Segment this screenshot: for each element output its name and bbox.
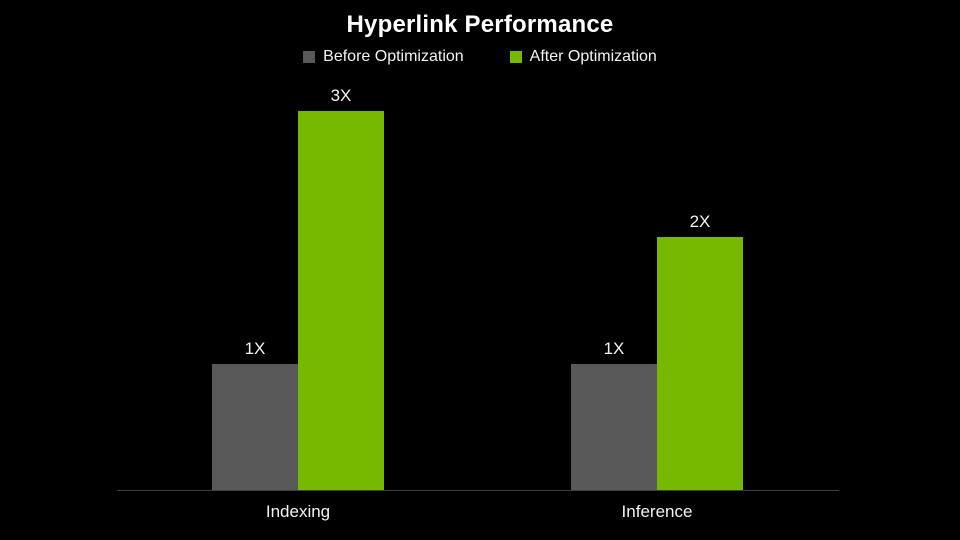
- x-axis-line: [117, 490, 839, 491]
- bar-inference-before: [571, 364, 657, 490]
- value-label-indexing-after: 3X: [330, 86, 352, 106]
- plot-area: 1X 3X 1X 2X Indexing Inference: [117, 87, 839, 521]
- value-label-inference-before: 1X: [603, 339, 625, 359]
- value-label-indexing-before: 1X: [244, 339, 266, 359]
- bar-group-indexing: 1X 3X: [212, 87, 384, 490]
- bar-wrap-inference-before: 1X: [571, 340, 657, 490]
- chart-legend: Before Optimization After Optimization: [0, 48, 960, 66]
- bar-group-inference: 1X 2X: [571, 213, 743, 490]
- category-label-indexing: Indexing: [265, 502, 331, 521]
- bar-wrap-inference-after: 2X: [657, 213, 743, 490]
- legend-item-before-optimization: Before Optimization: [303, 48, 464, 66]
- category-label-inference: Inference: [621, 502, 693, 521]
- bar-wrap-indexing-after: 3X: [298, 87, 384, 490]
- chart-title: Hyperlink Performance: [346, 11, 614, 38]
- bar-wrap-indexing-before: 1X: [212, 340, 298, 490]
- legend-label-after: After Optimization: [529, 48, 657, 65]
- legend-swatch-after-icon: [509, 51, 522, 63]
- legend-item-after-optimization: After Optimization: [509, 48, 657, 66]
- bar-indexing-after: [298, 111, 384, 490]
- value-label-inference-after: 2X: [689, 212, 711, 232]
- bar-inference-after: [657, 237, 743, 490]
- legend-swatch-before-icon: [303, 51, 316, 63]
- legend-label-before: Before Optimization: [323, 48, 464, 65]
- bar-indexing-before: [212, 364, 298, 490]
